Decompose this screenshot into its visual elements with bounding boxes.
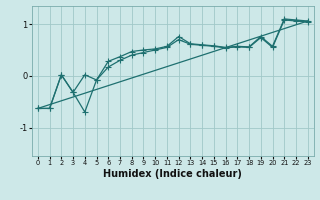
X-axis label: Humidex (Indice chaleur): Humidex (Indice chaleur) [103,169,242,179]
